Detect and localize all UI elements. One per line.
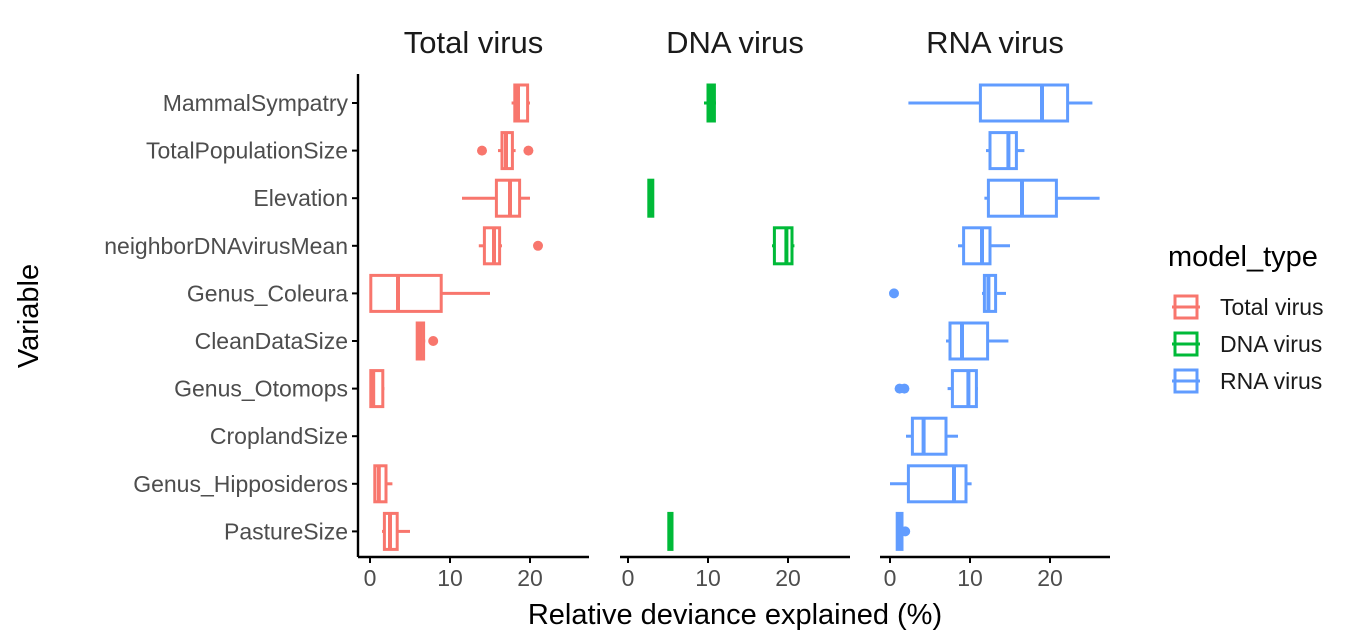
box-1-0 [704, 83, 716, 123]
x-tick-label: 10 [437, 565, 463, 591]
box-1-1 [647, 178, 655, 218]
box-2-7 [906, 416, 958, 456]
box-0-7 [373, 464, 393, 504]
x-tick-label: 0 [622, 565, 635, 591]
box-2-3 [958, 226, 1010, 266]
x-tick-label: 0 [364, 565, 377, 591]
box-body [988, 131, 1018, 171]
box-2-6 [894, 369, 978, 409]
outlier-point [477, 145, 487, 156]
box-0-0 [511, 83, 530, 123]
box-body [948, 321, 990, 361]
facet-titles: Total virus DNA virus RNA virus [404, 25, 1064, 60]
box-1-3 [667, 511, 674, 551]
boxes [369, 83, 1100, 551]
legend-key [1172, 368, 1200, 394]
category-label: Genus_Otomops [174, 376, 348, 402]
category-label: neighborDNAvirusMean [104, 233, 348, 259]
box-2-1 [986, 131, 1025, 171]
outlier-point [428, 336, 439, 346]
legend-label: Total virus [1220, 294, 1324, 320]
box-1-2 [772, 226, 795, 266]
box-2-8 [890, 464, 972, 504]
box-body [772, 226, 794, 266]
axes [352, 74, 1110, 559]
box-2-4 [889, 273, 1006, 313]
x-tick-label: 10 [695, 565, 721, 591]
category-label: Genus_Coleura [187, 280, 348, 306]
outlier-point [889, 288, 899, 299]
box-2-0 [908, 83, 1093, 123]
box-0-4 [369, 273, 490, 313]
outlier-point [523, 145, 534, 156]
legend-title: model_type [1168, 241, 1318, 273]
legend-key [1172, 331, 1200, 357]
box-body [978, 83, 1070, 123]
box-body [910, 416, 948, 456]
box-body [906, 464, 968, 504]
facet-title: RNA virus [926, 25, 1064, 60]
x-tick-label: 0 [884, 565, 897, 591]
box-2-2 [984, 178, 1100, 218]
category-label: CroplandSize [210, 423, 348, 449]
box-0-8 [382, 511, 410, 551]
outlier-point [533, 240, 543, 251]
box-2-9 [895, 511, 911, 551]
box-0-6 [369, 369, 385, 409]
legend: model_type Total virus DNA virus RNA virus [1168, 241, 1324, 394]
box-0-1 [477, 131, 534, 171]
category-label: Elevation [253, 185, 348, 211]
x-axis-title: Relative deviance explained (%) [528, 599, 942, 631]
category-label: MammalSympatry [163, 90, 349, 116]
x-tick-label: 20 [775, 565, 801, 591]
box-2-5 [946, 321, 1009, 361]
legend-label: RNA virus [1220, 368, 1322, 394]
box-0-5 [415, 321, 439, 361]
legend-key [1172, 294, 1200, 320]
facet-title: DNA virus [666, 25, 804, 60]
category-label: TotalPopulationSize [146, 138, 348, 164]
x-tick-label: 20 [1037, 565, 1063, 591]
category-label: PastureSize [224, 518, 348, 544]
box-body [962, 226, 992, 266]
category-labels: MammalSympatry TotalPopulationSize Elevati… [104, 90, 348, 544]
box-0-2 [462, 178, 530, 218]
x-tick-label: 20 [517, 565, 543, 591]
box-body [369, 273, 443, 313]
outlier-point [900, 526, 911, 537]
category-label: CleanDataSize [195, 328, 348, 354]
box-0-3 [478, 226, 543, 266]
outlier-point [899, 383, 910, 394]
legend-label: DNA virus [1220, 331, 1322, 357]
facet-title: Total virus [404, 25, 544, 60]
box-body [950, 369, 978, 409]
x-tick-label: 10 [957, 565, 983, 591]
category-label: Genus_Hipposideros [133, 471, 348, 497]
x-ticks: 0 10 20 0 10 20 0 10 20 [364, 557, 1063, 591]
y-axis-title: Variable [13, 264, 45, 368]
